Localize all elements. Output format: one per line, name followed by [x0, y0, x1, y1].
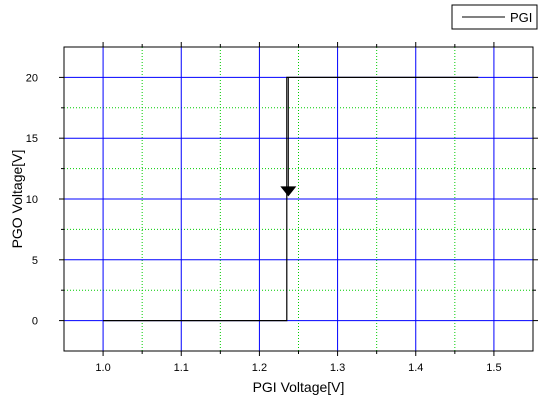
- y-tick-label: 15: [26, 133, 38, 145]
- y-tick-label: 10: [26, 194, 38, 206]
- grid-minor-lines: [64, 47, 533, 351]
- x-tick-label: 1.3: [330, 362, 345, 374]
- x-tick-label: 1.5: [486, 362, 501, 374]
- y-tick-label: 20: [26, 72, 38, 84]
- legend: PGI: [451, 4, 538, 30]
- legend-label-pgi: PGI: [510, 10, 532, 25]
- x-tick-label: 1.4: [408, 362, 423, 374]
- x-axis-title: PGI Voltage[V]: [253, 379, 345, 395]
- y-axis-title: PGO Voltage[V]: [9, 150, 25, 249]
- annotation-arrow-head: [280, 186, 297, 197]
- axis-ticks: [59, 42, 538, 356]
- series-layer: [103, 76, 479, 322]
- x-tick-label: 1.1: [174, 362, 189, 374]
- tick-labels: 1.0 1.1 1.2 1.3 1.4 1.5 0 5 10 15 20: [26, 72, 502, 374]
- x-tick-label: 1.0: [95, 362, 110, 374]
- y-tick-label: 0: [32, 316, 38, 328]
- y-tick-label: 5: [32, 255, 38, 267]
- annotation-layer: [280, 77, 297, 197]
- series-line-pgi: [103, 76, 479, 322]
- x-tick-label: 1.2: [252, 362, 267, 374]
